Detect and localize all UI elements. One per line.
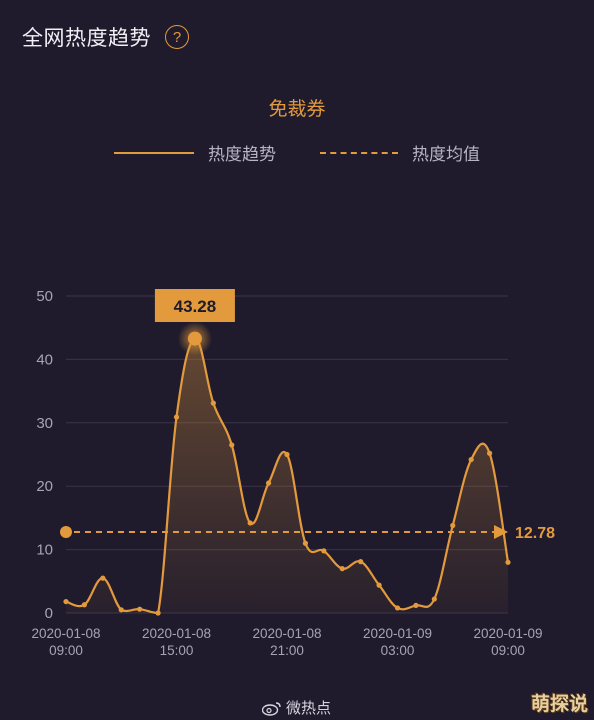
data-point bbox=[358, 559, 364, 565]
x-tick-label: 03:00 bbox=[381, 643, 415, 658]
y-tick-label: 30 bbox=[36, 415, 53, 432]
peak-label: 43.28 bbox=[174, 297, 217, 316]
watermark: 萌探说 bbox=[530, 694, 588, 715]
data-point bbox=[81, 602, 88, 608]
data-point bbox=[210, 400, 216, 406]
data-point bbox=[486, 450, 493, 456]
footer-source: 微热点 bbox=[262, 697, 331, 718]
data-point bbox=[229, 442, 235, 448]
legend-label-trend: 热度趋势 bbox=[208, 145, 276, 164]
data-point bbox=[100, 575, 106, 581]
data-point bbox=[63, 598, 69, 605]
x-tick-label: 2020-01-09 bbox=[473, 626, 542, 641]
x-tick-label: 15:00 bbox=[160, 643, 194, 658]
x-tick-label: 2020-01-08 bbox=[252, 626, 321, 641]
data-point bbox=[265, 480, 272, 486]
data-point bbox=[468, 456, 474, 463]
legend-dashed-line-icon bbox=[320, 151, 398, 154]
x-tick-label: 2020-01-09 bbox=[363, 626, 432, 641]
data-point bbox=[450, 522, 456, 529]
average-label: 12.78 bbox=[515, 525, 555, 542]
y-tick-label: 40 bbox=[36, 351, 53, 368]
x-tick-label: 09:00 bbox=[491, 643, 525, 658]
peak-label-box bbox=[154, 289, 235, 322]
data-point bbox=[394, 605, 401, 611]
data-point bbox=[413, 602, 419, 608]
x-tick-label: 09:00 bbox=[49, 643, 83, 658]
legend-solid-line-icon bbox=[114, 151, 194, 154]
y-tick-label: 10 bbox=[36, 542, 53, 559]
weibo-icon bbox=[262, 701, 281, 716]
data-point bbox=[302, 540, 309, 546]
data-point bbox=[155, 610, 161, 616]
chart-legend: 热度趋势 热度均值 bbox=[0, 140, 594, 165]
average-start-dot bbox=[60, 525, 72, 538]
data-point bbox=[118, 607, 124, 613]
x-tick-label: 2020-01-08 bbox=[142, 626, 211, 641]
header: 全网热度趋势 ? bbox=[22, 22, 189, 52]
data-point bbox=[173, 414, 180, 420]
footer-source-label: 微热点 bbox=[286, 700, 332, 717]
chart-title: 免裁券 bbox=[268, 99, 326, 120]
chart-plot: 0 10 20 30 40 50 2020-01-08 09:00 2020-01-08 15:0… bbox=[31, 288, 555, 658]
y-tick-label: 0 bbox=[45, 605, 53, 622]
series-line bbox=[65, 337, 510, 615]
data-point bbox=[339, 566, 345, 572]
average-arrow-icon bbox=[494, 524, 508, 539]
legend-item-trend[interactable]: 热度趋势 bbox=[114, 140, 276, 165]
y-tick-label: 50 bbox=[36, 288, 53, 305]
series-area bbox=[66, 338, 508, 613]
legend-label-average: 热度均值 bbox=[412, 145, 480, 164]
data-point bbox=[247, 520, 253, 526]
data-point bbox=[137, 606, 143, 612]
data-point bbox=[376, 582, 382, 588]
legend-item-average[interactable]: 热度均值 bbox=[320, 140, 480, 165]
y-tick-label: 20 bbox=[36, 478, 53, 495]
x-tick-label: 2020-01-08 bbox=[31, 626, 100, 641]
page-title: 全网热度趋势 bbox=[22, 27, 151, 50]
data-point bbox=[284, 451, 290, 458]
data-point bbox=[431, 596, 437, 602]
question-circle-icon[interactable]: ? bbox=[165, 25, 189, 49]
data-point bbox=[321, 548, 327, 554]
peak-dot bbox=[187, 331, 202, 346]
data-point bbox=[505, 559, 511, 565]
x-tick-label: 21:00 bbox=[270, 643, 304, 658]
